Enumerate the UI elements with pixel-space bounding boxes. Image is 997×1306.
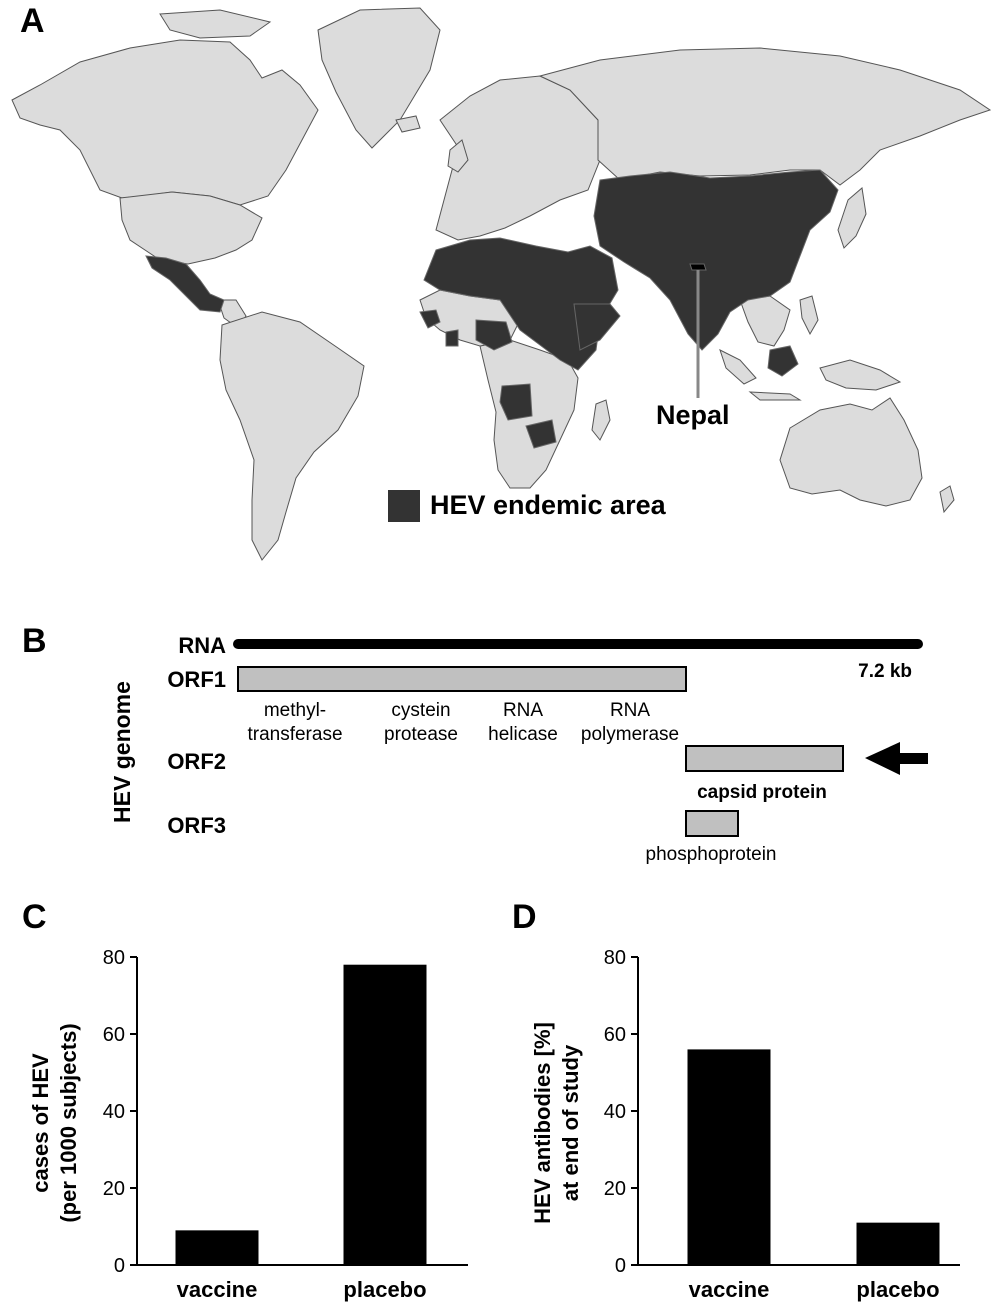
y-axis-label: cases of HEV (per 1000 subjects) xyxy=(28,1023,81,1222)
landmass-madagascar xyxy=(591,399,611,441)
nepal-highlight xyxy=(689,263,707,271)
endemic-ghana xyxy=(445,329,459,347)
bar-chart-d: HEV antibodies [%] at end of study 0 20 40… xyxy=(530,947,960,1302)
landmass-new-guinea xyxy=(819,359,902,391)
endemic-west-coast xyxy=(419,309,441,329)
panel-label-c: C xyxy=(22,898,47,936)
y-tick-label: 60 xyxy=(604,1024,626,1046)
y-tick-label: 20 xyxy=(604,1178,626,1200)
domain-label: helicase xyxy=(488,724,558,745)
legend-label: HEV endemic area xyxy=(430,490,666,520)
bar-chart-c: cases of HEV (per 1000 subjects) 0 20 40 60… xyxy=(28,947,468,1302)
y-axis-label-line: HEV antibodies [%] xyxy=(530,1022,555,1224)
landmass-southeast-asia xyxy=(739,295,791,347)
endemic-mexico xyxy=(145,255,225,313)
endemic-borneo xyxy=(767,345,799,377)
endemic-horn-of-africa xyxy=(573,303,621,351)
bar-placebo xyxy=(343,964,427,1265)
orf2-product-label: capsid protein xyxy=(697,782,827,803)
world-map xyxy=(11,7,992,561)
landmass-japan xyxy=(837,187,867,249)
domain-label: polymerase xyxy=(581,724,679,745)
length-label: 7.2 kb xyxy=(858,661,912,682)
endemic-zimbabwe xyxy=(525,419,557,449)
panel-label-a: A xyxy=(20,2,45,40)
endemic-asia xyxy=(593,169,839,351)
domain-label: cystein xyxy=(391,700,450,721)
orf2-label: ORF2 xyxy=(167,749,226,774)
panel-label-b: B xyxy=(22,622,47,660)
domain-label: RNA xyxy=(610,700,650,721)
panel-label-d: D xyxy=(512,898,537,936)
y-tick-label: 0 xyxy=(615,1255,626,1277)
landmass-uk xyxy=(447,139,469,173)
y-tick-label: 20 xyxy=(103,1178,125,1200)
bar-vaccine xyxy=(175,1230,259,1265)
landmass-north-asia xyxy=(538,47,992,186)
orf1-box xyxy=(237,666,687,692)
y-tick-label: 80 xyxy=(604,947,626,969)
orf3-label: ORF3 xyxy=(167,813,226,838)
endemic-nigeria xyxy=(475,319,513,351)
landmass-north-america xyxy=(11,39,319,206)
endemic-north-africa xyxy=(423,237,619,371)
rna-label: RNA xyxy=(178,633,226,658)
left-pointing-arrow xyxy=(865,742,928,775)
genome-diagram: HEV genome RNA 7.2 kb ORF1 ORF2 ORF3 met… xyxy=(109,633,928,865)
x-tick-label: vaccine xyxy=(689,1277,770,1302)
y-tick-label: 60 xyxy=(103,1024,125,1046)
domain-label: transferase xyxy=(247,724,342,745)
landmass-java xyxy=(748,391,802,401)
landmass-south-america xyxy=(219,311,365,561)
y-axis-label-line: (per 1000 subjects) xyxy=(56,1023,81,1222)
x-tick-label: vaccine xyxy=(177,1277,258,1302)
domain-label: RNA xyxy=(503,700,543,721)
landmass-usa xyxy=(119,191,263,265)
orf2-box xyxy=(685,745,844,772)
landmass-iceland xyxy=(395,115,421,133)
orf1-label: ORF1 xyxy=(167,667,226,692)
landmass-sumatra xyxy=(719,349,757,385)
landmass-greenland xyxy=(317,7,441,149)
nepal-label: Nepal xyxy=(656,400,730,430)
landmass-australia xyxy=(779,397,923,507)
x-tick-label: placebo xyxy=(856,1277,939,1302)
y-tick-label: 80 xyxy=(103,947,125,969)
domain-label: methyl- xyxy=(264,700,326,721)
orf3-product-label: phosphoprotein xyxy=(646,844,777,865)
genome-axis-label: HEV genome xyxy=(109,681,135,823)
landmass-europe xyxy=(435,75,601,241)
y-tick-label: 0 xyxy=(114,1255,125,1277)
y-tick-label: 40 xyxy=(604,1101,626,1123)
bar-vaccine xyxy=(687,1049,771,1265)
y-axis-label-line: cases of HEV xyxy=(28,1053,53,1193)
y-axis-label-line: at end of study xyxy=(558,1044,583,1201)
y-axis-label: HEV antibodies [%] at end of study xyxy=(530,1022,583,1224)
orf3-box xyxy=(685,810,739,837)
x-tick-label: placebo xyxy=(343,1277,426,1302)
domain-label: protease xyxy=(384,724,458,745)
endemic-angola xyxy=(499,383,533,421)
landmass-philippines xyxy=(799,295,819,336)
landmass-arctic-islands xyxy=(159,9,272,39)
bar-placebo xyxy=(856,1222,940,1265)
legend-swatch xyxy=(388,490,420,522)
y-tick-label: 40 xyxy=(103,1101,125,1123)
landmass-new-zealand xyxy=(939,485,955,514)
